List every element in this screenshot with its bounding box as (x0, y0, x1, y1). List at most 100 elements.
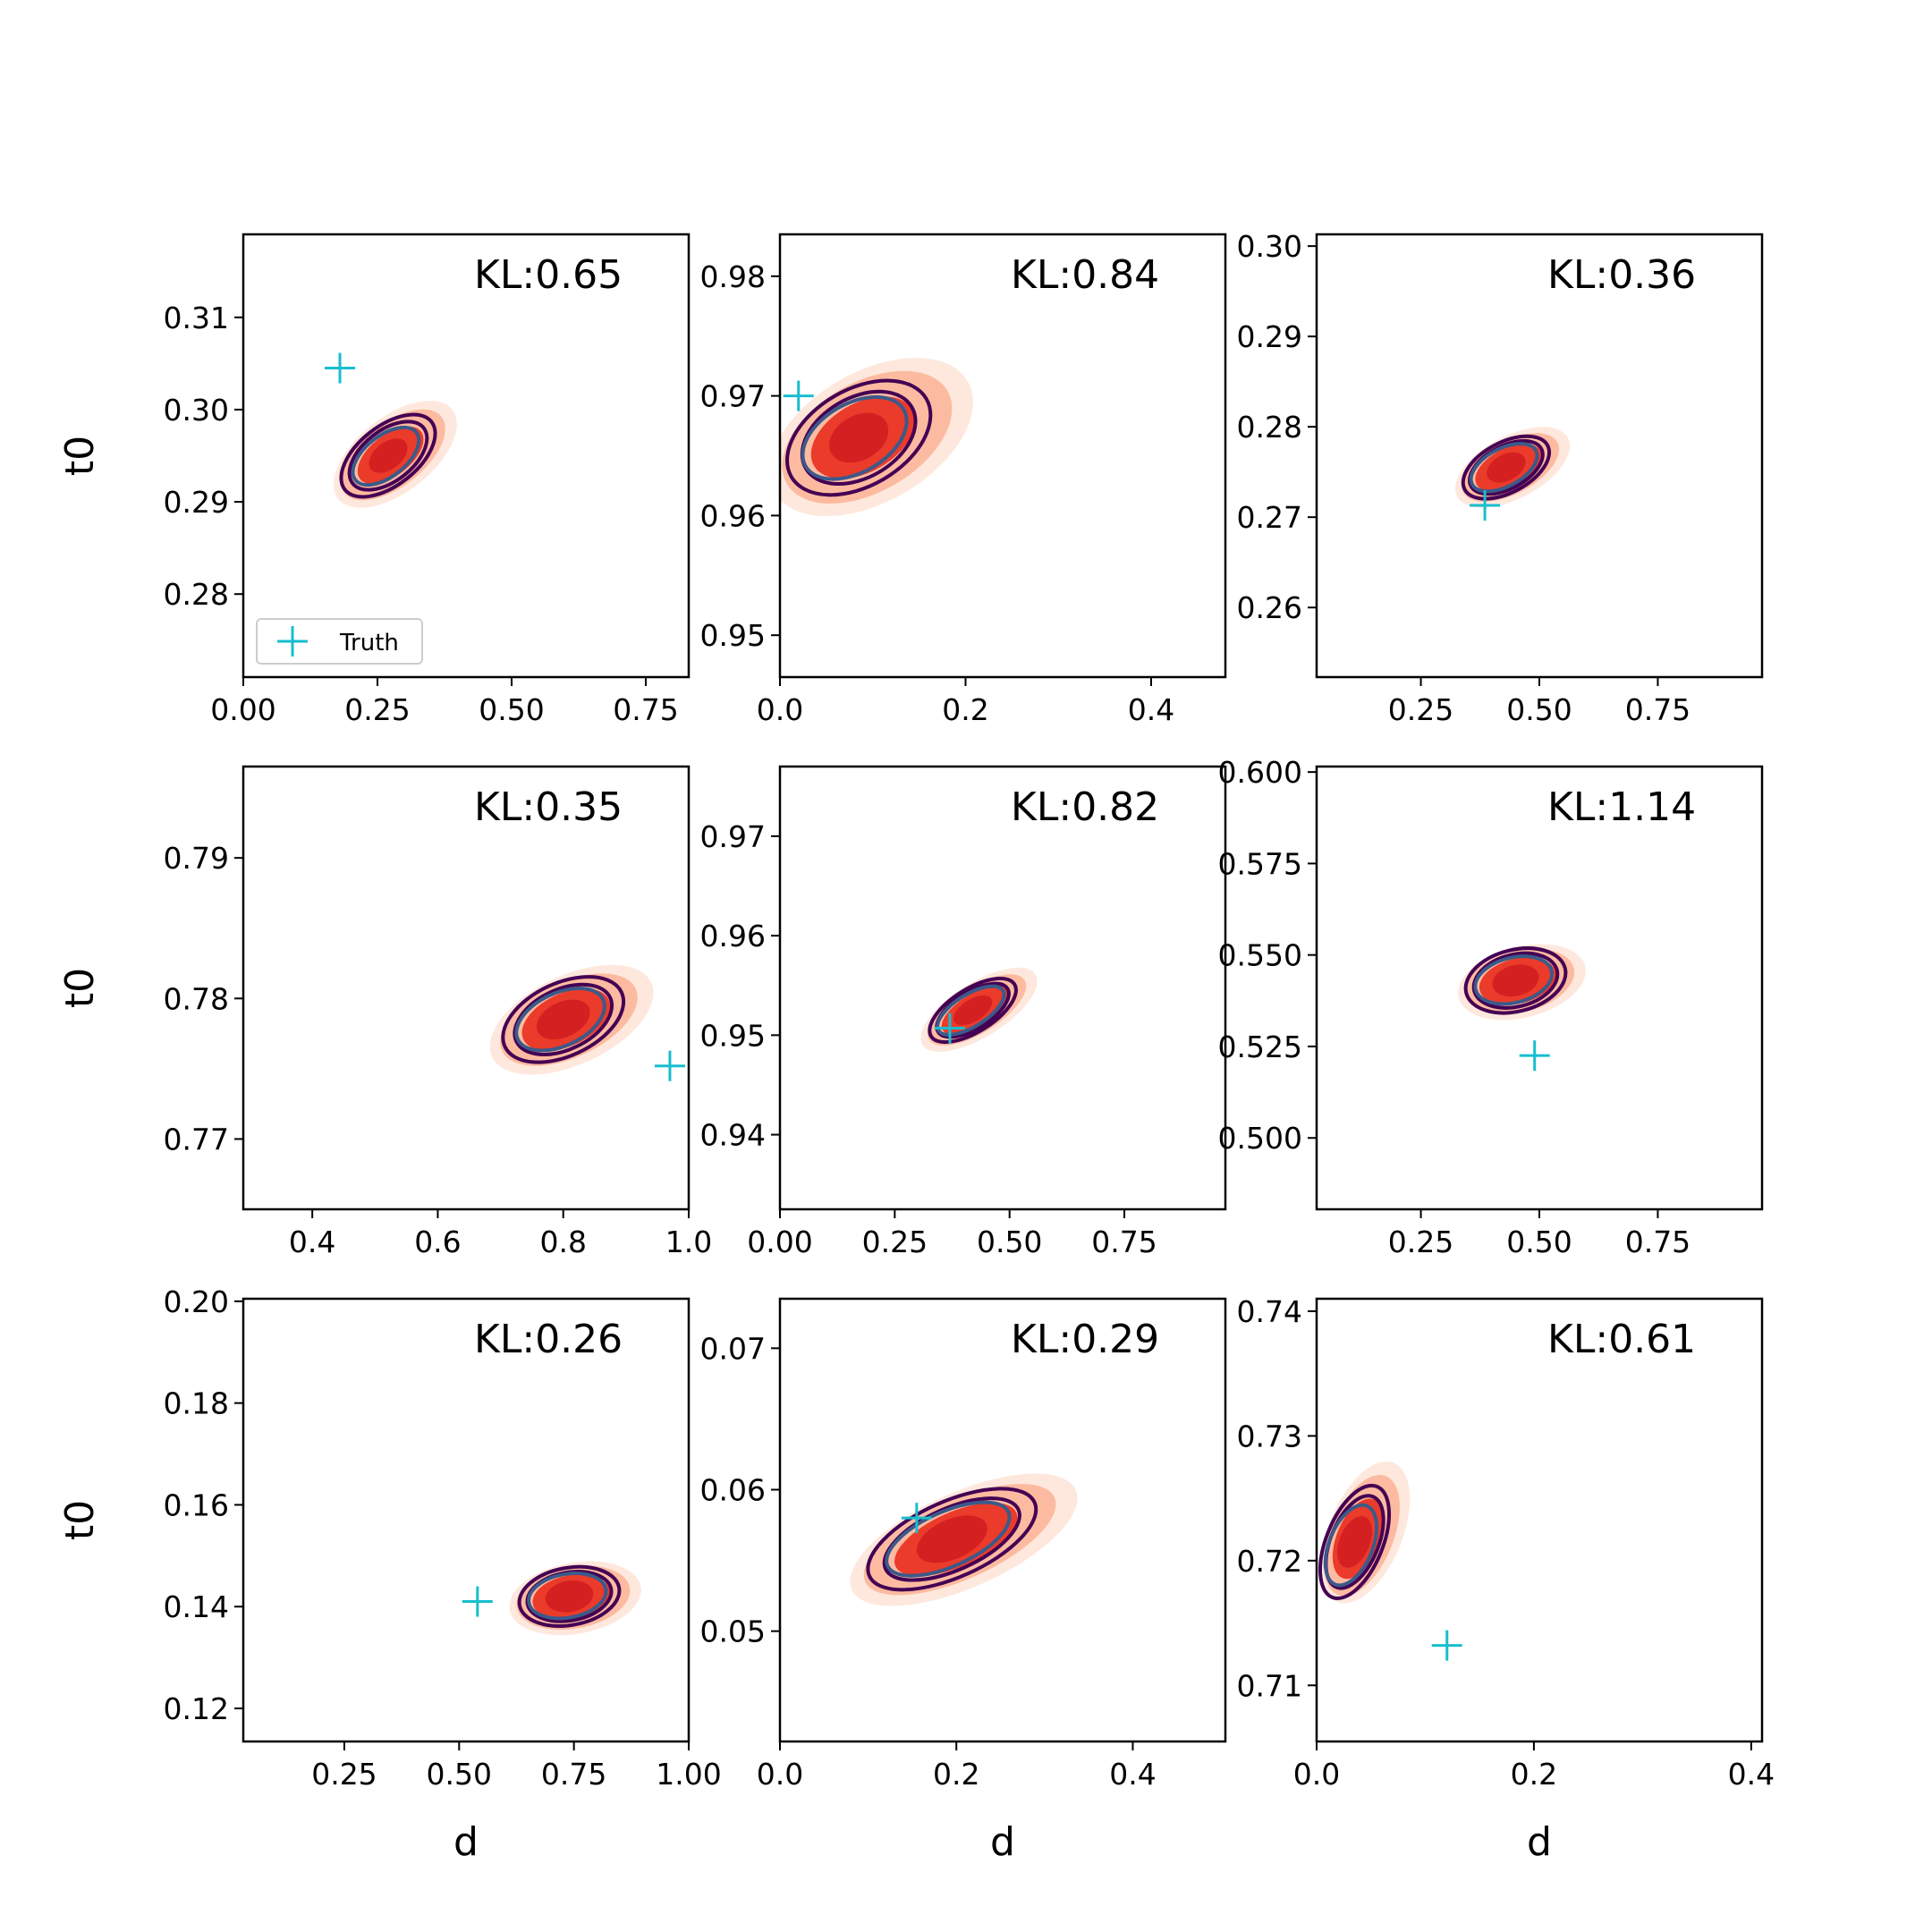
contour-outer (928, 976, 1018, 1045)
contour-outer (785, 378, 933, 497)
axes-frame (242, 1297, 691, 1743)
contour-middle (513, 982, 614, 1056)
x-tick-label: 0.25 (1388, 692, 1453, 727)
legend-truth-marker (277, 626, 308, 657)
kl-annotation: KL:0.65 (474, 252, 623, 298)
y-tick-label: 0.79 (164, 841, 229, 876)
y-tick-label: 0.28 (1237, 410, 1302, 445)
axes-frame (778, 233, 1227, 679)
x-tick-label: 0.25 (1388, 1224, 1453, 1259)
truth-marker (1470, 490, 1501, 521)
contour-outer (1461, 434, 1552, 501)
kl-annotation: KL:0.35 (474, 784, 623, 830)
x-tick-label: 0.75 (613, 692, 678, 727)
y-tick-label: 0.97 (700, 379, 766, 414)
contour-inner (351, 425, 421, 487)
kl-annotation: KL:0.84 (1011, 252, 1159, 298)
subplot-8: 0.0 0.2 0.4 0.05 0.06 0.07 KL:0.29 d (700, 1297, 1227, 1865)
y-tick-label: 0.575 (1218, 846, 1302, 881)
truth-marker (654, 1050, 685, 1081)
x-tick-label: 0.25 (862, 1224, 928, 1259)
x-tick-label: 0.75 (1091, 1224, 1157, 1259)
x-tick-label: 0.4 (1128, 692, 1174, 727)
y-tick-label: 0.05 (700, 1614, 766, 1649)
x-tick-label: 0.2 (942, 692, 988, 727)
contour-inner (1323, 1503, 1379, 1588)
y-tick-label: 0.77 (164, 1122, 229, 1157)
truth-marker (1431, 1630, 1462, 1661)
x-tick-label: 0.50 (1506, 692, 1572, 727)
y-tick-label: 0.26 (1237, 590, 1302, 625)
kde-fill-core (916, 1515, 987, 1563)
legend-frame (256, 618, 423, 665)
contour-middle (347, 419, 429, 492)
contour-inner (1473, 954, 1555, 1006)
x-axis-label: d (990, 1819, 1015, 1865)
truth-marker (783, 380, 814, 411)
y-tick-label: 0.06 (700, 1472, 766, 1507)
x-tick-label: 0.25 (344, 692, 410, 727)
kde-fill-core (1492, 964, 1539, 997)
y-tick-label: 0.73 (1237, 1419, 1302, 1453)
y-axis-label: t0 (57, 968, 103, 1008)
y-tick-label: 0.550 (1218, 938, 1302, 973)
y-tick-label: 0.94 (700, 1118, 766, 1153)
kl-annotation: KL:0.36 (1547, 252, 1696, 298)
kde-fill-core (1487, 452, 1526, 483)
kl-annotation: KL:0.29 (1011, 1317, 1159, 1362)
y-tick-label: 0.525 (1218, 1030, 1302, 1064)
y-tick-label: 0.96 (700, 919, 766, 953)
kde-fill-core (369, 438, 408, 473)
axes-frame (242, 765, 691, 1211)
y-tick-label: 0.78 (164, 981, 229, 1016)
y-tick-label: 0.95 (700, 618, 766, 653)
x-tick-label: 0.50 (977, 1224, 1042, 1259)
y-tick-label: 0.96 (700, 498, 766, 533)
contour-middle (882, 1496, 1021, 1582)
x-tick-label: 0.50 (479, 692, 544, 727)
truth-marker (325, 352, 355, 384)
contour-inner (885, 1500, 1012, 1578)
y-tick-label: 0.16 (164, 1487, 229, 1522)
y-tick-label: 0.18 (164, 1386, 229, 1421)
x-tick-label: 0.00 (747, 1224, 812, 1259)
x-tick-label: 0.2 (933, 1757, 979, 1792)
y-tick-label: 0.29 (164, 485, 229, 520)
kl-annotation: KL:0.61 (1547, 1317, 1696, 1362)
y-tick-label: 0.97 (700, 819, 766, 854)
y-tick-label: 0.71 (1237, 1668, 1302, 1703)
y-axis-label: t0 (57, 1500, 103, 1540)
legend: Truth (256, 618, 423, 665)
kde-fill-core (829, 412, 889, 463)
subplot-1: 0.00 0.25 0.50 0.75 0.28 0.29 0.30 0.31 KL:0.65 t… (57, 233, 691, 727)
x-tick-label: 0.25 (311, 1757, 377, 1792)
x-axis-label: d (1527, 1819, 1552, 1865)
x-tick-label: 0.0 (757, 692, 803, 727)
y-tick-label: 0.30 (164, 393, 229, 428)
x-tick-label: 0.8 (539, 1224, 586, 1259)
axes-frame (778, 765, 1227, 1211)
contour-outer (339, 412, 437, 499)
y-tick-label: 0.20 (164, 1284, 229, 1319)
kde-fill-core (953, 995, 993, 1026)
axes-frame (778, 1297, 1227, 1743)
x-tick-label: 0.00 (210, 692, 275, 727)
kde-fill-core (1337, 1516, 1372, 1568)
truth-marker (901, 1503, 932, 1534)
truth-marker (1519, 1040, 1550, 1072)
x-tick-label: 0.2 (1511, 1757, 1557, 1792)
x-tick-label: 0.75 (541, 1757, 606, 1792)
kde-fill-core (545, 1580, 594, 1613)
x-tick-label: 0.4 (1109, 1757, 1156, 1792)
subplot-9: 0.0 0.2 0.4 0.71 0.72 0.73 0.74 KL:0.61 d (1237, 1294, 1775, 1865)
y-axis-label: t0 (57, 436, 103, 476)
y-tick-label: 0.95 (700, 1018, 766, 1053)
y-tick-label: 0.600 (1218, 755, 1302, 790)
contour-outer (1318, 1483, 1392, 1600)
y-tick-label: 0.74 (1237, 1294, 1302, 1329)
subplot-2: 0.0 0.2 0.4 0.95 0.96 0.97 0.98 KL:0.84 (700, 233, 1227, 727)
y-tick-label: 0.07 (700, 1331, 766, 1366)
contour-inner (527, 1572, 608, 1621)
y-tick-label: 0.72 (1237, 1544, 1302, 1579)
